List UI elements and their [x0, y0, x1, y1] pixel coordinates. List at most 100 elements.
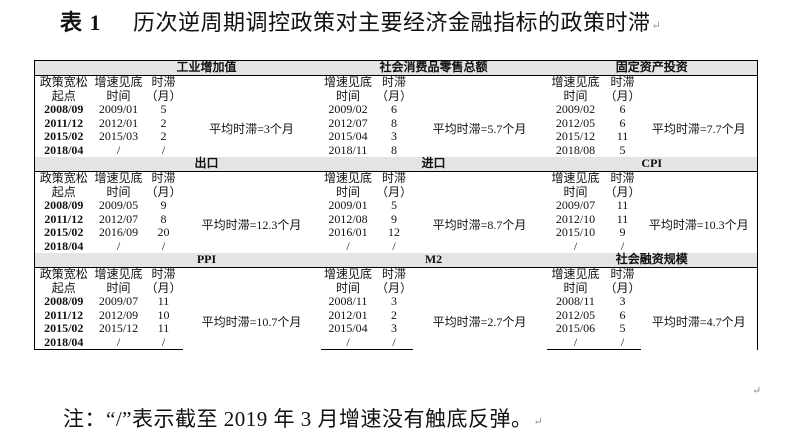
- spacer-cell: [251, 186, 321, 200]
- policy-start-date: 2015/02: [34, 321, 93, 336]
- lag-months-cell: 9: [160, 198, 167, 212]
- bottom-time-cell: /: [573, 238, 578, 253]
- column-header-row: 政策宽松 增速见底 时滞 增速见底 时滞 增速见底 时滞: [34, 267, 759, 282]
- spacer-cell: [641, 90, 701, 104]
- lag-months-cell: 9: [391, 211, 397, 226]
- policy-lag-table: 工业增加值 社会消费品零售总额 固定资产投资 政策宽松 增速见底 时滞 增速见底 时滞 增速见底…: [34, 60, 759, 350]
- policy-start-label: 起点: [34, 89, 93, 103]
- lag-months-cell: 11: [616, 211, 629, 226]
- bottom-time-header: 时间: [563, 280, 588, 295]
- lag-months-cell: 20: [157, 225, 170, 239]
- panel-header-row: PPI M2 社会融资规模: [34, 253, 759, 268]
- table-row: 2008/09 2009/01 5 平均时滞=3个月 2009/02 6 平均时滞=5.7个…: [34, 102, 759, 157]
- lag-months-cell: 2: [160, 115, 167, 130]
- bottom-time-cell: 2012/09: [98, 307, 139, 322]
- lag-months-cell: 3: [391, 129, 397, 143]
- spacer-cell: [251, 90, 321, 104]
- average-lag-text: 平均时滞=2.7个月: [432, 314, 527, 329]
- bottom-time-cell: /: [320, 335, 376, 350]
- bottom-time-header: 时间: [335, 88, 360, 103]
- bottom-time-header: 时间: [563, 184, 588, 199]
- table-title: 表 1 历次逆周期调控政策对主要经济金融指标的政策时滞↵: [0, 6, 807, 40]
- table-row: 2015/02 2016/09 20 2016/01 12 2015/10 9: [34, 225, 758, 240]
- bottom-time-header: 增速见底: [323, 267, 372, 281]
- bottom-time-cell: 2015/10: [555, 225, 596, 239]
- column-header-row: 起点 时间 （月） 时间 （月） 时间 （月）: [34, 280, 759, 296]
- lag-header: （月）: [604, 184, 641, 199]
- lag-months-cell: /: [161, 238, 166, 253]
- lag-header: 时滞: [151, 267, 176, 281]
- lag-months-cell: 12: [388, 225, 400, 239]
- bottom-time-header: 增速见底: [323, 75, 372, 89]
- spacer-cell: [183, 186, 251, 200]
- spacer-cell: [477, 90, 547, 104]
- table-caption-text: 历次逆周期调控政策对主要经济金融指标的政策时滞: [133, 10, 651, 35]
- lag-months-cell: 9: [619, 225, 626, 239]
- bottom-time-header: 时间: [106, 280, 131, 295]
- empty-cell: [34, 60, 93, 76]
- panel-title: 工业增加值: [92, 60, 321, 76]
- spacer-cell: [183, 76, 251, 90]
- bottom-time-cell: /: [92, 335, 145, 350]
- spacer-cell: [413, 282, 477, 296]
- table-number: 表 1: [60, 10, 102, 35]
- spacer-cell: [477, 282, 547, 296]
- bottom-time-cell: /: [546, 335, 605, 350]
- panel-title: PPI: [92, 253, 321, 268]
- bottom-time-header: 增速见底: [551, 171, 600, 185]
- panel-title: 出口: [92, 157, 321, 172]
- bottom-time-cell: 2012/01: [328, 307, 368, 322]
- lag-months-cell: 6: [619, 307, 626, 322]
- lag-months-cell: 8: [391, 115, 397, 130]
- table-row: 2011/12 2012/01 2 2012/07 8 2012/05 6: [34, 115, 758, 130]
- lag-months-cell: 3: [619, 294, 626, 308]
- bottom-time-cell: 2009/02: [328, 102, 368, 116]
- bottom-time-cell: 2015/12: [555, 129, 596, 143]
- bottom-time-cell: 2009/07: [98, 294, 139, 308]
- bottom-time-cell: 2015/12: [98, 321, 139, 335]
- lag-months-cell: 11: [157, 321, 170, 335]
- lag-header: 时滞: [381, 267, 406, 281]
- lag-header: 时滞: [610, 171, 635, 185]
- bottom-time-header: 时间: [335, 184, 360, 199]
- average-lag-text: 平均时滞=4.7个月: [640, 295, 759, 350]
- policy-start-date: 2015/02: [34, 225, 93, 240]
- bottom-time-header: 时间: [106, 88, 131, 103]
- lag-months-cell: 5: [391, 198, 397, 212]
- bottom-time-cell: 2015/06: [555, 321, 596, 335]
- bottom-time-cell: 2016/09: [98, 225, 139, 239]
- panel-title: 进口: [320, 157, 547, 172]
- bottom-time-cell: 2015/03: [98, 129, 139, 143]
- table-row: 2015/02 2015/03 2 2015/04 3 2015/12 11: [34, 129, 758, 144]
- paragraph-mark-icon: ↵: [533, 416, 544, 428]
- lag-header: 时滞: [381, 75, 406, 89]
- bottom-time-cell: /: [116, 238, 121, 253]
- average-lag-text: 平均时滞=7.7个月: [640, 103, 759, 157]
- policy-start-date: 2018/04: [34, 143, 93, 157]
- bottom-time-cell: 2012/08: [328, 211, 368, 226]
- bottom-time-cell: 2008/11: [328, 294, 368, 308]
- spacer-cell: [413, 268, 477, 282]
- lag-months-cell: 2: [160, 129, 167, 143]
- bottom-time-cell: 2012/05: [555, 307, 596, 322]
- bottom-time-cell: /: [346, 238, 350, 253]
- spacer-cell: [477, 172, 547, 186]
- average-lag-text: 平均时滞=3个月: [209, 122, 294, 137]
- table-row: 2018/04// / / / /: [34, 238, 758, 253]
- average-lag-text: 平均时滞=5.7个月: [432, 122, 527, 137]
- lag-header: 时滞: [610, 75, 635, 89]
- panel-title: CPI: [546, 157, 759, 172]
- lag-header: 时滞: [610, 267, 635, 281]
- bottom-time-header: 增速见底: [94, 75, 143, 89]
- footnote-text: 注：“/”表示截至 2019 年 3 月增速没有触底反弹。: [63, 407, 533, 431]
- table-row: 2008/09 2009/05 9 平均时滞=12.3个月 2009/01 5 平均时滞=8…: [34, 198, 759, 253]
- table-row: 2008/09 2009/07 11 平均时滞=10.7个月 2008/11 3 平均时滞=…: [34, 294, 759, 350]
- spacer-cell: [251, 282, 321, 296]
- bottom-time-header: 时间: [106, 184, 131, 199]
- bottom-time-cell: /: [116, 142, 121, 157]
- table-row: 2018/04// / / / /: [34, 335, 758, 350]
- policy-start-label: 起点: [34, 185, 93, 199]
- lag-header: 时滞: [151, 171, 176, 185]
- bottom-time-cell: 2012/10: [555, 211, 596, 226]
- bottom-time-cell: 2009/01: [328, 198, 368, 212]
